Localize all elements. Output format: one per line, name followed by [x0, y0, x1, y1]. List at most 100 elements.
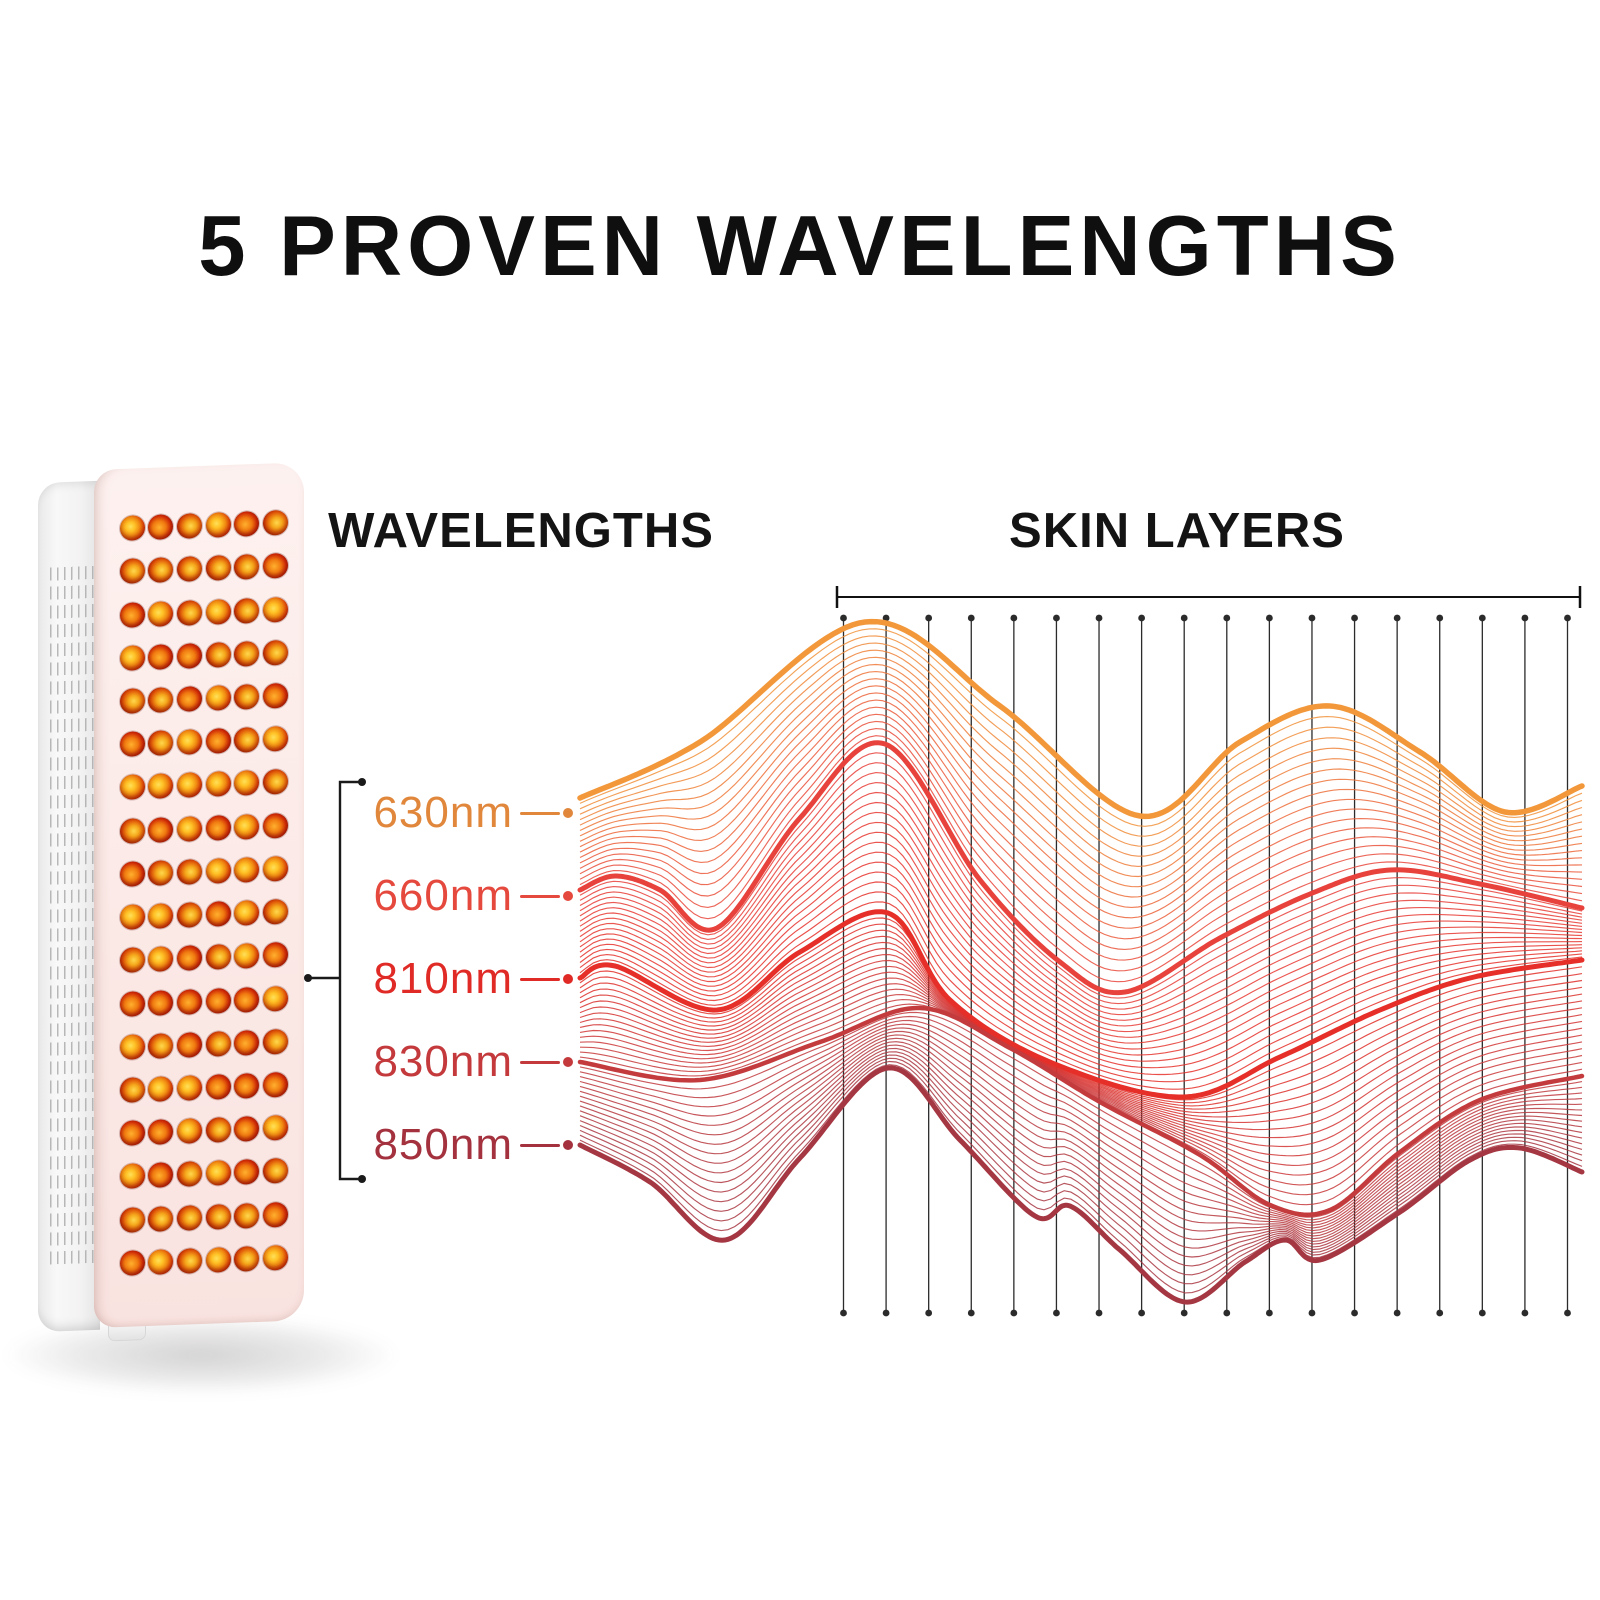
skin-layers-scale-bar	[835, 586, 1582, 608]
led	[234, 554, 260, 581]
led	[205, 512, 231, 538]
led	[148, 773, 174, 800]
led	[234, 1202, 260, 1229]
led	[119, 731, 145, 758]
led	[205, 684, 231, 711]
skin-layers-heading: SKIN LAYERS	[1009, 504, 1345, 558]
led	[263, 1071, 289, 1098]
led	[177, 1161, 203, 1188]
wavelength-bracket	[304, 778, 366, 1183]
curve-810nm	[577, 909, 1585, 1100]
led	[148, 730, 174, 757]
led	[205, 1246, 231, 1273]
led	[263, 855, 289, 882]
led	[205, 901, 231, 927]
led	[148, 816, 174, 843]
led	[234, 727, 260, 754]
led	[263, 509, 289, 536]
led	[205, 771, 231, 798]
led	[263, 1244, 289, 1271]
led	[148, 643, 174, 670]
wavelength-row-850: 850nm	[320, 1117, 573, 1173]
wavelength-connector-dot	[563, 974, 573, 984]
led	[119, 860, 145, 887]
led	[119, 558, 145, 585]
led	[148, 557, 174, 584]
led	[148, 1248, 174, 1275]
led-grid	[118, 501, 290, 1285]
wavelength-connector-dot	[563, 891, 573, 901]
led	[148, 1205, 174, 1232]
skin-depth-lines	[840, 614, 1571, 1317]
led	[148, 859, 174, 886]
led	[177, 729, 203, 756]
led	[234, 640, 260, 667]
led	[263, 553, 289, 580]
led	[263, 596, 289, 623]
curve-630nm	[577, 618, 1585, 820]
led	[234, 1072, 260, 1099]
led	[177, 772, 203, 799]
led	[119, 515, 145, 542]
led	[234, 899, 260, 926]
led	[263, 682, 289, 709]
vent-grille	[50, 562, 94, 1265]
led	[119, 601, 145, 628]
led	[234, 1159, 260, 1186]
wavelength-connector-line	[520, 894, 560, 898]
wavelength-connector-line	[520, 977, 560, 981]
led	[148, 514, 174, 541]
led	[205, 814, 231, 841]
led	[119, 1033, 145, 1060]
led	[205, 598, 231, 625]
led	[177, 513, 203, 540]
wavelength-label-850: 850nm	[373, 1120, 513, 1169]
led	[177, 1247, 203, 1274]
led	[177, 945, 203, 972]
device-front-panel	[94, 462, 304, 1328]
led	[263, 639, 289, 666]
led	[148, 989, 174, 1016]
curve-850nm	[577, 1065, 1585, 1305]
wavelength-connector-line	[520, 1143, 560, 1147]
ribbon-main-curves	[577, 618, 1585, 1305]
led	[205, 641, 231, 668]
led	[205, 1117, 231, 1144]
led	[234, 943, 260, 970]
led	[119, 1163, 145, 1190]
led	[177, 1031, 203, 1058]
led	[177, 599, 203, 626]
led	[205, 1203, 231, 1230]
led	[205, 944, 231, 971]
wavelength-label-830: 830nm	[373, 1037, 513, 1086]
wavelength-connector-line	[520, 1060, 560, 1064]
led	[263, 942, 289, 969]
led	[148, 600, 174, 627]
wavelength-label-810: 810nm	[373, 954, 513, 1003]
led	[234, 1245, 260, 1272]
led	[205, 555, 231, 582]
led	[263, 1201, 289, 1228]
curve-830nm	[577, 1005, 1585, 1217]
led	[119, 1077, 145, 1103]
led	[119, 774, 145, 801]
led	[177, 1118, 203, 1145]
led	[205, 987, 231, 1014]
led	[205, 857, 231, 884]
led	[263, 812, 289, 839]
led	[177, 988, 203, 1015]
wavelength-label-630: 630nm	[373, 788, 513, 837]
led	[177, 642, 203, 669]
led	[234, 1029, 260, 1056]
led	[119, 1249, 145, 1276]
led	[205, 1030, 231, 1057]
led	[234, 813, 260, 840]
wavelength-row-830: 830nm	[320, 1034, 573, 1090]
led	[119, 1206, 145, 1233]
led	[119, 947, 145, 974]
wavelength-connector-dot	[563, 1057, 573, 1067]
wavelength-row-660: 660nm	[320, 868, 573, 924]
led	[119, 1120, 145, 1147]
device-side-panel	[38, 480, 100, 1332]
